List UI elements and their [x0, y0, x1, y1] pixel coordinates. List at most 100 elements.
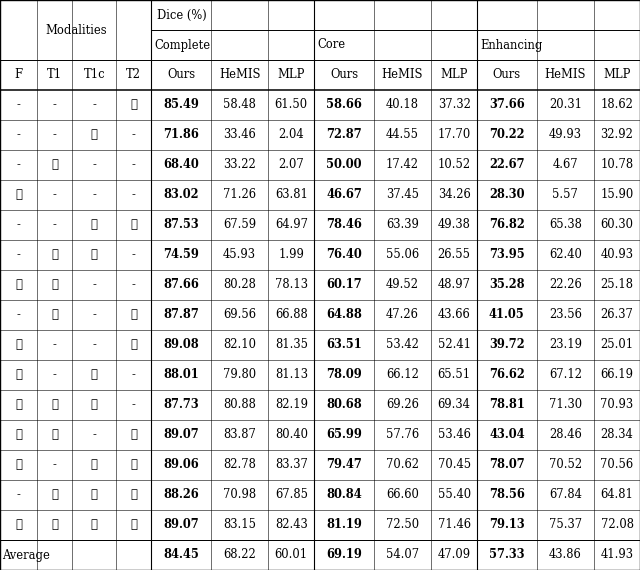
Text: ✓: ✓	[15, 398, 22, 412]
Text: 70.93: 70.93	[600, 398, 634, 412]
Text: T2: T2	[126, 68, 141, 82]
Text: 84.45: 84.45	[163, 548, 199, 561]
Text: 63.39: 63.39	[386, 218, 419, 231]
Text: 26.55: 26.55	[438, 249, 470, 262]
Text: ✓: ✓	[51, 249, 58, 262]
Text: 87.73: 87.73	[163, 398, 199, 412]
Text: 57.33: 57.33	[489, 548, 525, 561]
Text: 78.56: 78.56	[489, 488, 525, 502]
Text: 72.50: 72.50	[386, 519, 419, 531]
Text: 47.09: 47.09	[438, 548, 470, 561]
Text: 72.87: 72.87	[326, 128, 362, 141]
Text: 37.66: 37.66	[489, 99, 525, 112]
Text: 37.45: 37.45	[386, 189, 419, 202]
Text: MLP: MLP	[278, 68, 305, 82]
Text: 83.02: 83.02	[163, 189, 199, 202]
Text: 70.98: 70.98	[223, 488, 256, 502]
Text: 88.01: 88.01	[163, 368, 199, 381]
Text: 28.30: 28.30	[489, 189, 525, 202]
Text: 80.28: 80.28	[223, 279, 256, 291]
Text: -: -	[132, 189, 136, 202]
Text: -: -	[92, 99, 96, 112]
Text: -: -	[132, 368, 136, 381]
Text: ✓: ✓	[91, 519, 98, 531]
Text: 57.76: 57.76	[386, 429, 419, 442]
Text: 71.46: 71.46	[438, 519, 470, 531]
Text: T1c: T1c	[83, 68, 105, 82]
Text: 65.99: 65.99	[326, 429, 362, 442]
Text: 67.59: 67.59	[223, 218, 256, 231]
Text: 76.62: 76.62	[489, 368, 525, 381]
Text: 20.31: 20.31	[549, 99, 582, 112]
Text: 64.88: 64.88	[326, 308, 362, 321]
Text: ✓: ✓	[131, 99, 137, 112]
Text: 54.07: 54.07	[386, 548, 419, 561]
Text: 76.40: 76.40	[326, 249, 362, 262]
Text: 2.07: 2.07	[278, 158, 304, 172]
Text: 83.37: 83.37	[275, 458, 308, 471]
Text: -: -	[132, 398, 136, 412]
Text: 81.13: 81.13	[275, 368, 308, 381]
Text: ✓: ✓	[15, 189, 22, 202]
Text: ✓: ✓	[15, 339, 22, 352]
Text: -: -	[53, 458, 57, 471]
Text: 61.50: 61.50	[275, 99, 308, 112]
Text: 41.05: 41.05	[489, 308, 525, 321]
Text: 69.56: 69.56	[223, 308, 256, 321]
Text: 47.26: 47.26	[386, 308, 419, 321]
Text: 44.55: 44.55	[386, 128, 419, 141]
Text: ✓: ✓	[131, 218, 137, 231]
Text: 66.60: 66.60	[386, 488, 419, 502]
Text: HeMIS: HeMIS	[219, 68, 260, 82]
Text: T1: T1	[47, 68, 62, 82]
Text: 78.46: 78.46	[326, 218, 362, 231]
Text: 81.19: 81.19	[326, 519, 362, 531]
Text: 70.52: 70.52	[548, 458, 582, 471]
Text: 67.12: 67.12	[549, 368, 582, 381]
Text: -: -	[92, 339, 96, 352]
Text: 55.40: 55.40	[438, 488, 470, 502]
Text: 60.01: 60.01	[275, 548, 308, 561]
Text: 70.45: 70.45	[438, 458, 470, 471]
Text: MLP: MLP	[440, 68, 468, 82]
Text: 5.57: 5.57	[552, 189, 579, 202]
Text: Enhancing: Enhancing	[481, 39, 543, 51]
Text: 78.81: 78.81	[489, 398, 525, 412]
Text: ✓: ✓	[131, 429, 137, 442]
Text: 22.26: 22.26	[549, 279, 582, 291]
Text: 87.53: 87.53	[163, 218, 199, 231]
Text: 78.13: 78.13	[275, 279, 308, 291]
Text: HeMIS: HeMIS	[381, 68, 423, 82]
Text: -: -	[92, 189, 96, 202]
Text: ✓: ✓	[91, 249, 98, 262]
Text: -: -	[53, 368, 57, 381]
Text: ✓: ✓	[131, 488, 137, 502]
Text: Ours: Ours	[167, 68, 195, 82]
Text: 75.37: 75.37	[548, 519, 582, 531]
Text: -: -	[17, 99, 20, 112]
Text: 80.88: 80.88	[223, 398, 256, 412]
Text: 82.78: 82.78	[223, 458, 256, 471]
Text: -: -	[92, 308, 96, 321]
Text: -: -	[17, 128, 20, 141]
Text: 74.59: 74.59	[163, 249, 199, 262]
Text: 60.17: 60.17	[326, 279, 362, 291]
Text: 83.87: 83.87	[223, 429, 256, 442]
Text: 53.42: 53.42	[386, 339, 419, 352]
Text: 55.06: 55.06	[386, 249, 419, 262]
Text: 67.85: 67.85	[275, 488, 308, 502]
Text: 58.48: 58.48	[223, 99, 256, 112]
Text: ✓: ✓	[91, 368, 98, 381]
Text: 43.86: 43.86	[549, 548, 582, 561]
Text: ✓: ✓	[51, 308, 58, 321]
Text: 89.07: 89.07	[163, 429, 199, 442]
Text: 35.28: 35.28	[489, 279, 525, 291]
Text: 60.30: 60.30	[600, 218, 634, 231]
Text: 4.67: 4.67	[552, 158, 578, 172]
Text: 89.06: 89.06	[163, 458, 199, 471]
Text: 69.19: 69.19	[326, 548, 362, 561]
Text: 66.19: 66.19	[600, 368, 634, 381]
Text: -: -	[92, 429, 96, 442]
Text: 17.42: 17.42	[386, 158, 419, 172]
Text: 65.51: 65.51	[438, 368, 470, 381]
